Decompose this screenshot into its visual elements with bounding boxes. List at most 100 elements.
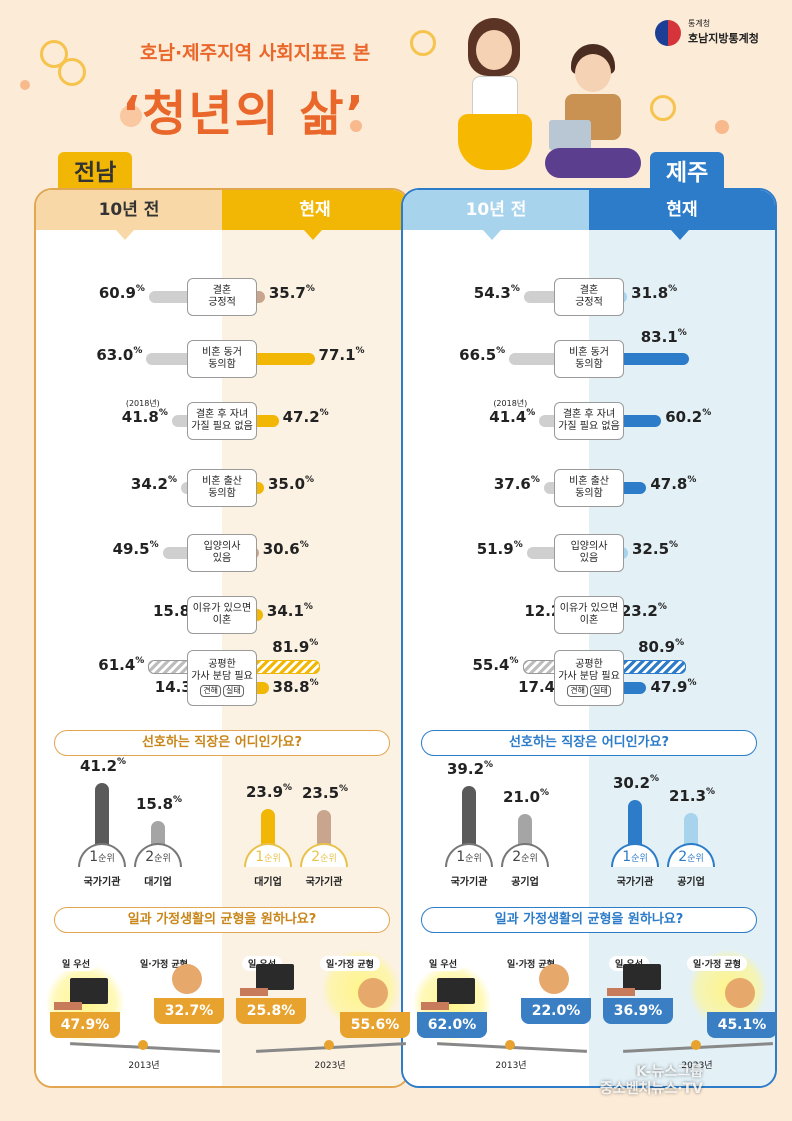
indicator-label: 비혼 동거 동의함 bbox=[554, 340, 624, 378]
header-notch bbox=[304, 230, 322, 240]
value-number: 47.9 bbox=[650, 678, 688, 696]
scale-pivot bbox=[138, 1040, 148, 1050]
rank-label: 1순위 bbox=[611, 849, 659, 865]
percent-sign: % bbox=[299, 540, 309, 550]
value-label: 47.9% bbox=[650, 678, 696, 696]
percent-sign: % bbox=[149, 540, 159, 550]
indicator-label: 결혼 긍정적 bbox=[554, 278, 624, 316]
value-label: 21.3% bbox=[669, 787, 715, 805]
pan-balance: 32.7% bbox=[154, 998, 224, 1024]
workplace-category: 공기업 bbox=[677, 877, 705, 888]
value-label: 34.2% bbox=[131, 475, 177, 493]
agency-name: 호남지방통계청 bbox=[688, 32, 759, 45]
percent-sign: % bbox=[687, 475, 697, 485]
housework-chips: 견해 실태 bbox=[566, 684, 611, 698]
family-icon bbox=[539, 964, 569, 994]
value-number: 23.5 bbox=[302, 783, 340, 802]
value-number: 34.1 bbox=[266, 602, 304, 620]
decor-circle bbox=[40, 40, 68, 68]
value-number: 15.8 bbox=[153, 602, 191, 620]
value-label: 35.0% bbox=[268, 475, 314, 493]
rank-label: 2순위 bbox=[300, 849, 348, 865]
header-notch bbox=[671, 230, 689, 240]
housework-chip: 실태 bbox=[590, 684, 611, 697]
decor-dot bbox=[715, 120, 729, 134]
illustration-man bbox=[545, 40, 645, 190]
value-label: 23.2% bbox=[621, 602, 667, 620]
value-number: 17.4 bbox=[518, 678, 556, 696]
scale-pivot bbox=[324, 1040, 334, 1050]
year-label: 2023년 bbox=[314, 1061, 346, 1071]
rank-suffix: 순위 bbox=[264, 854, 281, 864]
value-number: 23.9 bbox=[246, 783, 284, 802]
value-label: 49.5% bbox=[113, 540, 159, 558]
work-tag: 일 우선 bbox=[56, 956, 96, 971]
value-number: 30.6 bbox=[262, 540, 300, 558]
value-label: 66.5% bbox=[459, 346, 505, 364]
percent-sign: % bbox=[158, 408, 168, 418]
workplace-question: 선호하는 직장은 어디인가요? bbox=[54, 730, 390, 756]
value-label: 54.3% bbox=[474, 284, 520, 302]
value-number: 15.8 bbox=[136, 795, 174, 814]
value-label: 15.8% bbox=[136, 795, 182, 813]
value-label: 30.6% bbox=[263, 540, 309, 558]
rank-number: 2 bbox=[145, 849, 155, 865]
indicator-label: 비혼 동거 동의함 bbox=[187, 340, 257, 378]
year-label: 2013년 bbox=[495, 1061, 527, 1071]
value-label: 51.9% bbox=[477, 540, 523, 558]
watermark: K-뉴스그룹 중소벤처뉴스·TV bbox=[600, 1064, 703, 1097]
percent-sign: % bbox=[496, 346, 506, 356]
note-year: (2018년) bbox=[125, 399, 160, 408]
workplace-bar bbox=[95, 783, 109, 845]
value-number: 14.3 bbox=[154, 678, 192, 696]
percent-sign: % bbox=[167, 475, 177, 485]
indicator-label: 비혼 출산 동의함 bbox=[554, 469, 624, 507]
percent-sign: % bbox=[303, 602, 313, 612]
balance-question: 일과 가정생활의 균형을 원하나요? bbox=[421, 907, 757, 933]
rank-number: 1 bbox=[622, 849, 632, 865]
workplace-bar bbox=[628, 799, 642, 845]
scale-pivot bbox=[505, 1040, 515, 1050]
value-label: 34.1% bbox=[267, 602, 313, 620]
rank-label: 1순위 bbox=[244, 849, 292, 865]
value-number: 12.2 bbox=[524, 602, 562, 620]
value-label: 47.8% bbox=[650, 475, 696, 493]
value-label: 41.2% bbox=[80, 757, 126, 775]
workplace-category: 대기업 bbox=[144, 877, 172, 888]
workplace-category: 대기업 bbox=[254, 877, 282, 888]
value-number: 35.7 bbox=[268, 284, 306, 302]
computer-icon bbox=[437, 978, 475, 1004]
header-now: 현재 bbox=[589, 190, 775, 230]
value-number: 77.1 bbox=[318, 346, 356, 364]
pan-balance: 22.0% bbox=[521, 998, 591, 1024]
header-notch bbox=[483, 230, 501, 240]
percent-sign: % bbox=[509, 656, 519, 666]
work-tag: 일 우선 bbox=[423, 956, 463, 971]
value-label: 41.4% bbox=[489, 408, 535, 426]
housework-label: 공평한 가사 분담 필요 bbox=[558, 658, 620, 683]
value-label: 60.9% bbox=[99, 284, 145, 302]
value-label: 23.9% bbox=[246, 783, 292, 801]
percent-sign: % bbox=[173, 795, 183, 806]
rank-label: 2순위 bbox=[134, 849, 182, 865]
agency-logo bbox=[655, 20, 681, 46]
rank-suffix: 순위 bbox=[98, 854, 115, 864]
agency-small: 통계청 bbox=[688, 19, 711, 28]
workplace-category: 국가기관 bbox=[305, 877, 343, 888]
percent-sign: % bbox=[339, 783, 349, 794]
value-number: 41.4 bbox=[489, 408, 527, 426]
value-label: 77.1% bbox=[319, 346, 365, 364]
indicator-label-housework: 공평한 가사 분담 필요 견해 실태 bbox=[187, 650, 257, 706]
indicator-label-housework: 공평한 가사 분담 필요 견해 실태 bbox=[554, 650, 624, 706]
panel-jeju: 10년 전 현재 bbox=[401, 188, 777, 1088]
rank-label: 1순위 bbox=[445, 849, 493, 865]
balance-tag: 일·가정 균형 bbox=[320, 956, 380, 971]
value-number: 23.2 bbox=[620, 602, 658, 620]
workplace-bar bbox=[317, 809, 331, 845]
rank-label: 2순위 bbox=[667, 849, 715, 865]
percent-sign: % bbox=[309, 678, 319, 688]
housework-chip: 견해 bbox=[567, 684, 588, 697]
percent-sign: % bbox=[675, 638, 685, 648]
decor-dot bbox=[120, 105, 142, 127]
year-label: 2023년 bbox=[681, 1061, 713, 1071]
